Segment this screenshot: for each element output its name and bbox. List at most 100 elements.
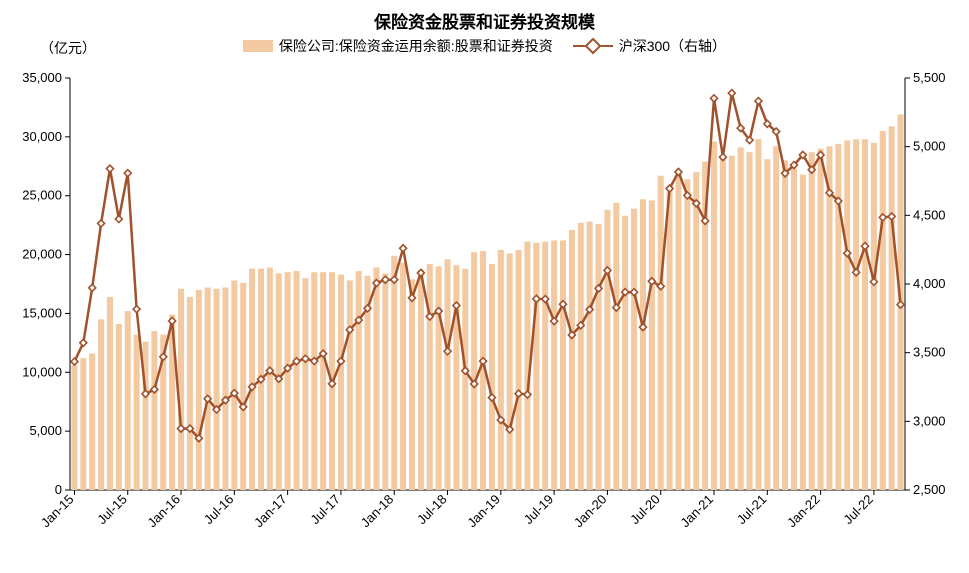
bar [596, 224, 602, 490]
bar [116, 324, 122, 490]
y-left-tick-label: 15,000 [22, 305, 62, 320]
bar [231, 280, 237, 490]
x-tick-label: Jul-20 [627, 492, 663, 528]
bar [293, 271, 299, 490]
bar [791, 169, 797, 490]
bar [462, 269, 468, 490]
bar [418, 270, 424, 490]
bar [613, 203, 619, 490]
bar [436, 266, 442, 490]
x-tick-label: Jul-17 [307, 492, 343, 528]
legend: 保险公司:保险资金运用余额:股票和证券投资 沪深300（右轴） [0, 36, 969, 56]
line-marker [98, 220, 105, 227]
line-marker [755, 98, 762, 105]
bar [684, 179, 690, 490]
bar [542, 242, 548, 490]
line-marker [133, 306, 140, 313]
legend-line-label: 沪深300（右轴） [619, 36, 726, 56]
line-marker [89, 284, 96, 291]
bar [640, 199, 646, 490]
x-tick-label: Jul-16 [201, 492, 237, 528]
bar [489, 264, 495, 490]
bar [214, 289, 220, 490]
bar [773, 146, 779, 490]
bar [675, 172, 681, 490]
y-left-tick-label: 0 [55, 482, 62, 497]
bar [862, 139, 868, 490]
bar [809, 152, 815, 490]
bar [498, 250, 504, 490]
x-tick-label: Jan-18 [358, 492, 397, 531]
bar [187, 297, 193, 490]
x-tick-label: Jul-22 [840, 492, 876, 528]
bar [764, 159, 770, 490]
line-marker [106, 165, 113, 172]
y-right-tick-label: 4,500 [913, 207, 946, 222]
bar [693, 172, 699, 490]
y-left-tick-label: 30,000 [22, 129, 62, 144]
bar [98, 319, 104, 490]
bar [604, 210, 610, 490]
y-right-tick-label: 5,500 [913, 70, 946, 85]
bar [755, 139, 761, 490]
bar [871, 143, 877, 490]
legend-line-swatch [573, 39, 613, 53]
bar [471, 252, 477, 490]
bar [409, 279, 415, 490]
legend-item-bar: 保险公司:保险资金运用余额:股票和证券投资 [243, 36, 553, 56]
bar [631, 209, 637, 490]
x-tick-label: Jul-21 [734, 492, 770, 528]
bar [196, 290, 202, 490]
bar [578, 223, 584, 490]
bar [338, 275, 344, 490]
line-marker [115, 216, 122, 223]
bar [889, 126, 895, 490]
y-left-tick-label: 25,000 [22, 188, 62, 203]
bar [720, 157, 726, 490]
bar [347, 280, 353, 490]
x-tick-label: Jul-15 [94, 492, 130, 528]
y-left-tick-label: 20,000 [22, 247, 62, 262]
bar [249, 269, 255, 490]
x-tick-label: Jan-16 [144, 492, 183, 531]
bar [311, 272, 317, 490]
chart-container: 保险资金股票和证券投资规模 （亿元） 保险公司:保险资金运用余额:股票和证券投资… [0, 0, 969, 573]
bar [729, 156, 735, 490]
y-left-tick-label: 10,000 [22, 364, 62, 379]
bar [267, 268, 273, 490]
x-tick-label: Jan-22 [784, 492, 823, 531]
chart-svg: 0 5,000 10,000 15,000 20,000 25,000 30,000 35,0… [0, 0, 969, 573]
bar [134, 335, 140, 490]
x-tick-label: Jan-20 [571, 492, 610, 531]
bar [747, 152, 753, 490]
bar [667, 189, 673, 490]
bar [507, 253, 513, 490]
bar [205, 288, 211, 490]
line-marker [711, 95, 718, 102]
bar [445, 259, 451, 490]
bar [356, 271, 362, 490]
bar [320, 272, 326, 490]
line-marker [728, 90, 735, 97]
bar [222, 288, 228, 490]
x-tick-label: Jul-19 [521, 492, 557, 528]
bar [285, 272, 291, 490]
bar [658, 176, 664, 490]
x-tick-label: Jan-15 [38, 492, 77, 531]
y-right-tick-label: 3,500 [913, 345, 946, 360]
y-right-tick-label: 4,000 [913, 276, 946, 291]
bar [711, 142, 717, 490]
y-left-tick-label: 35,000 [22, 70, 62, 85]
y-right-tick-label: 2,500 [913, 482, 946, 497]
bar [560, 240, 566, 490]
x-tick-label: Jan-17 [251, 492, 290, 531]
x-tick-label: Jul-18 [414, 492, 450, 528]
bar [622, 216, 628, 490]
bar [427, 264, 433, 490]
bar [400, 263, 406, 490]
bar [71, 365, 77, 490]
bar [826, 146, 832, 490]
bar [533, 243, 539, 490]
legend-item-line: 沪深300（右轴） [573, 36, 726, 56]
y-left-tick-label: 5,000 [29, 423, 62, 438]
